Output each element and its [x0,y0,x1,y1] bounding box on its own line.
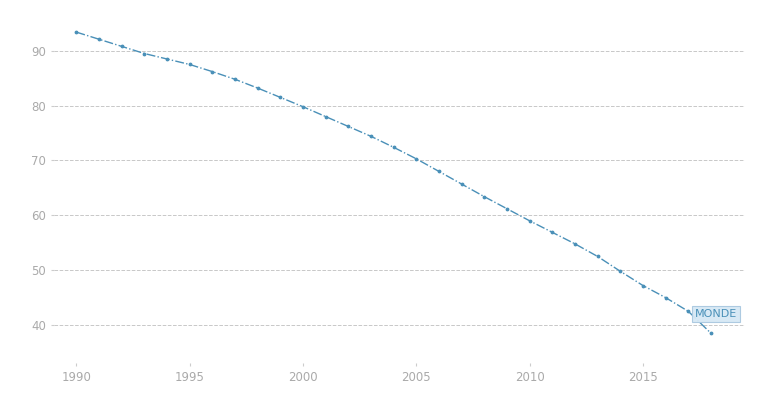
Text: MONDE: MONDE [695,309,737,319]
